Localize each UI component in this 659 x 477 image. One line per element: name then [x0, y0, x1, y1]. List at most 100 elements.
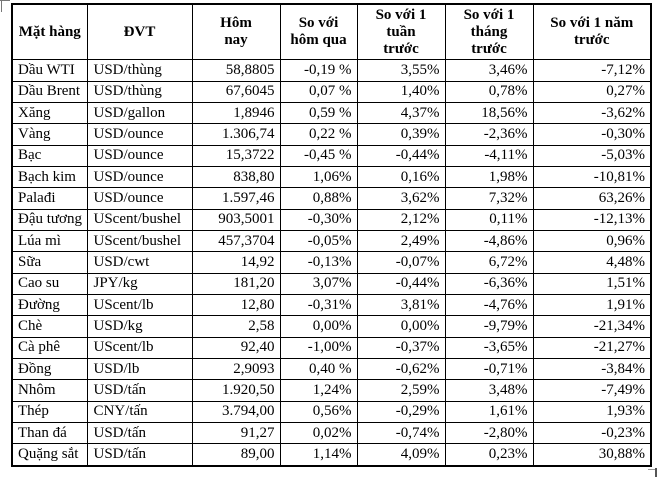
cell-change-vs-year: -5,03% [532, 144, 652, 168]
cell-price-today: 3.794,00 [191, 400, 281, 423]
cell-unit: UScent/bushel [86, 230, 193, 253]
cell-change-vs-year: -21,27% [532, 336, 652, 359]
cell-change-vs-month: 7,32% [444, 187, 534, 210]
cell-change-vs-yesterday: -0,30% [279, 208, 358, 232]
cell-change-vs-yesterday: 1,14% [279, 443, 358, 467]
table-row: Sữa USD/cwt 14,92 -0,13% -0,07% 6,72% 4,48% [11, 251, 652, 274]
cell-change-vs-year: 30,88% [532, 443, 652, 467]
cell-change-vs-month: 18,56% [444, 102, 534, 125]
column-header-vs-week: So với 1 tuần trước [356, 3, 446, 61]
table-row: Chè USD/kg 2,58 0,00% 0,00% -9,79% -21,34% [11, 315, 652, 338]
cell-change-vs-year: 63,26% [532, 187, 652, 210]
cell-change-vs-yesterday: -0,13% [279, 251, 358, 274]
cell-price-today: 2,58 [191, 315, 281, 338]
cell-commodity-name: Thép [11, 400, 88, 423]
cell-change-vs-month: 0,78% [444, 80, 534, 104]
cell-price-today: 457,3704 [191, 230, 281, 253]
cell-unit: UScent/lb [86, 336, 193, 359]
column-header-label: So với 1 tuần trước [375, 7, 427, 57]
cell-price-today: 1,8946 [191, 102, 281, 125]
cell-change-vs-month: -6,36% [444, 272, 534, 296]
column-header-unit: ĐVT [86, 3, 193, 61]
cell-change-vs-year: -3,84% [532, 357, 652, 381]
cell-unit: UScent/bushel [86, 208, 193, 232]
cell-change-vs-year: -12,13% [532, 208, 652, 232]
cell-commodity-name: Đậu tương [11, 208, 88, 232]
cell-change-vs-yesterday: 0,22 % [279, 123, 358, 146]
cell-change-vs-month: 0,23% [444, 443, 534, 467]
cell-change-vs-year: -0,23% [532, 421, 652, 445]
table-body: Dầu WTI USD/thùng 58,8805 -0,19 % 3,55% 3,46%… [11, 59, 652, 467]
cell-change-vs-week: -0,44% [356, 144, 446, 168]
cell-change-vs-year: 1,91% [532, 293, 652, 317]
cell-change-vs-week: 0,16% [356, 166, 446, 189]
cell-change-vs-yesterday: 0,02% [279, 421, 358, 445]
cell-change-vs-week: 4,09% [356, 443, 446, 467]
commodity-price-table: Mặt hàng ĐVT Hôm nay So với hôm qua So v… [11, 3, 652, 467]
cell-change-vs-yesterday: 0,00% [279, 315, 358, 338]
cell-change-vs-month: -2,80% [444, 421, 534, 445]
cell-change-vs-week: -0,74% [356, 421, 446, 445]
table-row: Bạch kim USD/ounce 838,80 1,06% 0,16% 1,98% -1… [11, 166, 652, 189]
cell-change-vs-year: -3,62% [532, 102, 652, 125]
cell-price-today: 92,40 [191, 336, 281, 359]
cell-change-vs-month: 1,98% [444, 166, 534, 189]
cell-change-vs-year: -7,49% [532, 379, 652, 402]
cell-price-today: 181,20 [191, 272, 281, 296]
cell-change-vs-yesterday: 0,07 % [279, 80, 358, 104]
column-header-vs-yesterday: So với hôm qua [279, 3, 358, 61]
cell-unit: USD/gallon [86, 102, 193, 125]
cell-unit: USD/tấn [86, 421, 193, 445]
cell-commodity-name: Sữa [11, 251, 88, 274]
cell-price-today: 58,8805 [191, 59, 281, 82]
table-row: Palađi USD/ounce 1.597,46 0,88% 3,62% 7,32% 63… [11, 187, 652, 210]
crop-artifact-bottom-right-line [655, 468, 657, 477]
cell-price-today: 89,00 [191, 443, 281, 467]
cell-price-today: 67,6045 [191, 80, 281, 104]
cell-commodity-name: Vàng [11, 123, 88, 146]
table-row: Lúa mì UScent/bushel 457,3704 -0,05% 2,49% -4… [11, 230, 652, 253]
table-header: Mặt hàng ĐVT Hôm nay So với hôm qua So v… [11, 3, 652, 61]
cell-unit: USD/thùng [86, 80, 193, 104]
cell-price-today: 12,80 [191, 293, 281, 317]
table-row: Đồng USD/lb 2,9093 0,40 % -0,62% -0,71% -3,84% [11, 357, 652, 381]
table-row: Cà phê UScent/lb 92,40 -1,00% -0,37% -3,65% -2… [11, 336, 652, 359]
table-row: Quặng sắt USD/tấn 89,00 1,14% 4,09% 0,23% 30,8… [11, 443, 652, 467]
cell-change-vs-year: 1,93% [532, 400, 652, 423]
cell-change-vs-week: 0,00% [356, 315, 446, 338]
cell-commodity-name: Nhôm [11, 379, 88, 402]
cell-price-today: 14,92 [191, 251, 281, 274]
cell-change-vs-year: -0,30% [532, 123, 652, 146]
crop-artifact-top-left [0, 0, 10, 1]
cell-commodity-name: Palađi [11, 187, 88, 210]
cell-change-vs-month: 0,11% [444, 208, 534, 232]
cell-unit: USD/kg [86, 315, 193, 338]
table-row: Than đá USD/tấn 91,27 0,02% -0,74% -2,80% -0,2… [11, 421, 652, 445]
cell-commodity-name: Đồng [11, 357, 88, 381]
cell-unit: USD/ounce [86, 123, 193, 146]
cell-change-vs-week: -0,44% [356, 272, 446, 296]
cell-change-vs-week: -0,29% [356, 400, 446, 423]
cell-unit: USD/lb [86, 357, 193, 381]
cell-change-vs-month: 1,61% [444, 400, 534, 423]
column-header-label: So với 1 năm trước [550, 15, 634, 49]
cell-change-vs-week: 2,12% [356, 208, 446, 232]
cell-unit: UScent/lb [86, 293, 193, 317]
cell-change-vs-week: 3,55% [356, 59, 446, 82]
column-header-label: So với 1 tháng trước [463, 7, 515, 57]
cell-unit: USD/ounce [86, 187, 193, 210]
cell-commodity-name: Đường [11, 293, 88, 317]
cell-change-vs-week: 2,59% [356, 379, 446, 402]
column-header-label: ĐVT [123, 23, 156, 40]
cell-change-vs-year: -7,12% [532, 59, 652, 82]
cell-price-today: 1.597,46 [191, 187, 281, 210]
cell-change-vs-week: 0,39% [356, 123, 446, 146]
cell-change-vs-month: -4,11% [444, 144, 534, 168]
cell-commodity-name: Lúa mì [11, 230, 88, 253]
column-header-vs-month: So với 1 tháng trước [444, 3, 534, 61]
column-header-label: So với hôm qua [290, 15, 347, 49]
cell-change-vs-yesterday: 0,56% [279, 400, 358, 423]
cell-price-today: 1.920,50 [191, 379, 281, 402]
cell-change-vs-yesterday: 0,59 % [279, 102, 358, 125]
cell-commodity-name: Bạc [11, 144, 88, 168]
